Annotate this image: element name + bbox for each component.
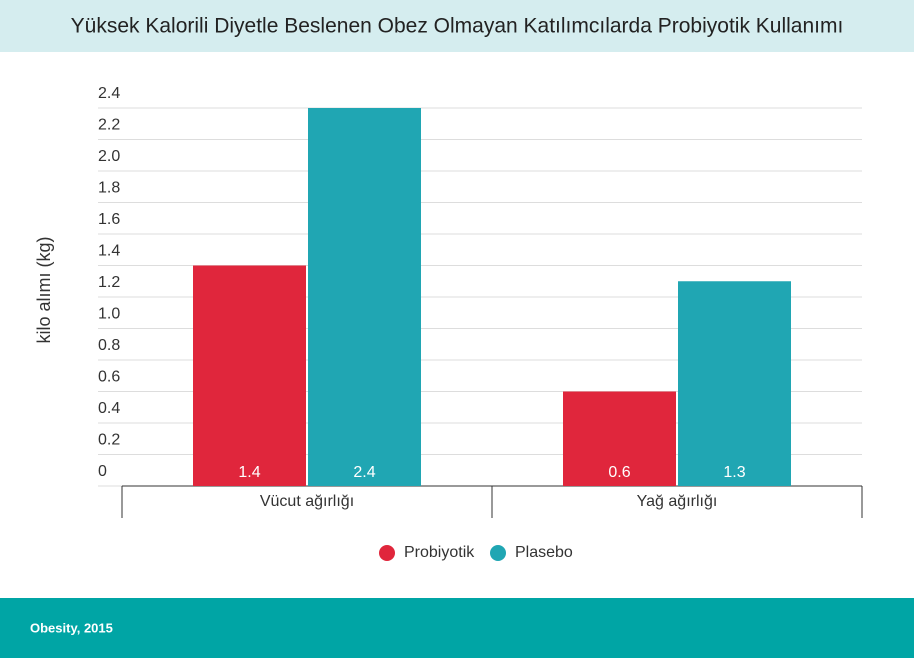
y-tick-label: 1.2 (98, 274, 120, 291)
value-label: 2.4 (353, 464, 375, 481)
bar (193, 265, 306, 486)
value-label: 1.4 (238, 464, 260, 481)
legend-swatch (379, 545, 395, 561)
y-axis-label: kilo alımı (kg) (34, 236, 54, 343)
value-label: 1.3 (723, 464, 745, 481)
y-tick-label: 1.0 (98, 306, 120, 323)
y-tick-label: 1.6 (98, 211, 120, 228)
bar (678, 281, 791, 486)
y-tick-label: 0.8 (98, 337, 120, 354)
legend-label: Probiyotik (404, 544, 475, 561)
title-bar (0, 0, 914, 52)
bar (308, 108, 421, 486)
y-tick-label: 1.8 (98, 180, 120, 197)
y-tick-label: 2.4 (98, 85, 120, 102)
y-tick-label: 0 (98, 463, 107, 480)
y-tick-label: 1.4 (98, 243, 120, 260)
y-tick-label: 0.2 (98, 432, 120, 449)
y-tick-label: 0.6 (98, 369, 120, 386)
legend-swatch (490, 545, 506, 561)
bar (563, 391, 676, 486)
x-tick-label: Vücut ağırlığı (260, 493, 354, 510)
y-tick-label: 2.0 (98, 148, 120, 165)
footer (0, 598, 914, 658)
chart-title: Yüksek Kalorili Diyetle Beslenen Obez Ol… (71, 15, 844, 38)
legend-label: Plasebo (515, 544, 573, 561)
y-tick-label: 2.2 (98, 117, 120, 134)
x-tick-label: Yağ ağırlığı (637, 493, 718, 510)
y-tick-label: 0.4 (98, 400, 120, 417)
source: Obesity, 2015 (30, 620, 113, 635)
value-label: 0.6 (608, 464, 630, 481)
